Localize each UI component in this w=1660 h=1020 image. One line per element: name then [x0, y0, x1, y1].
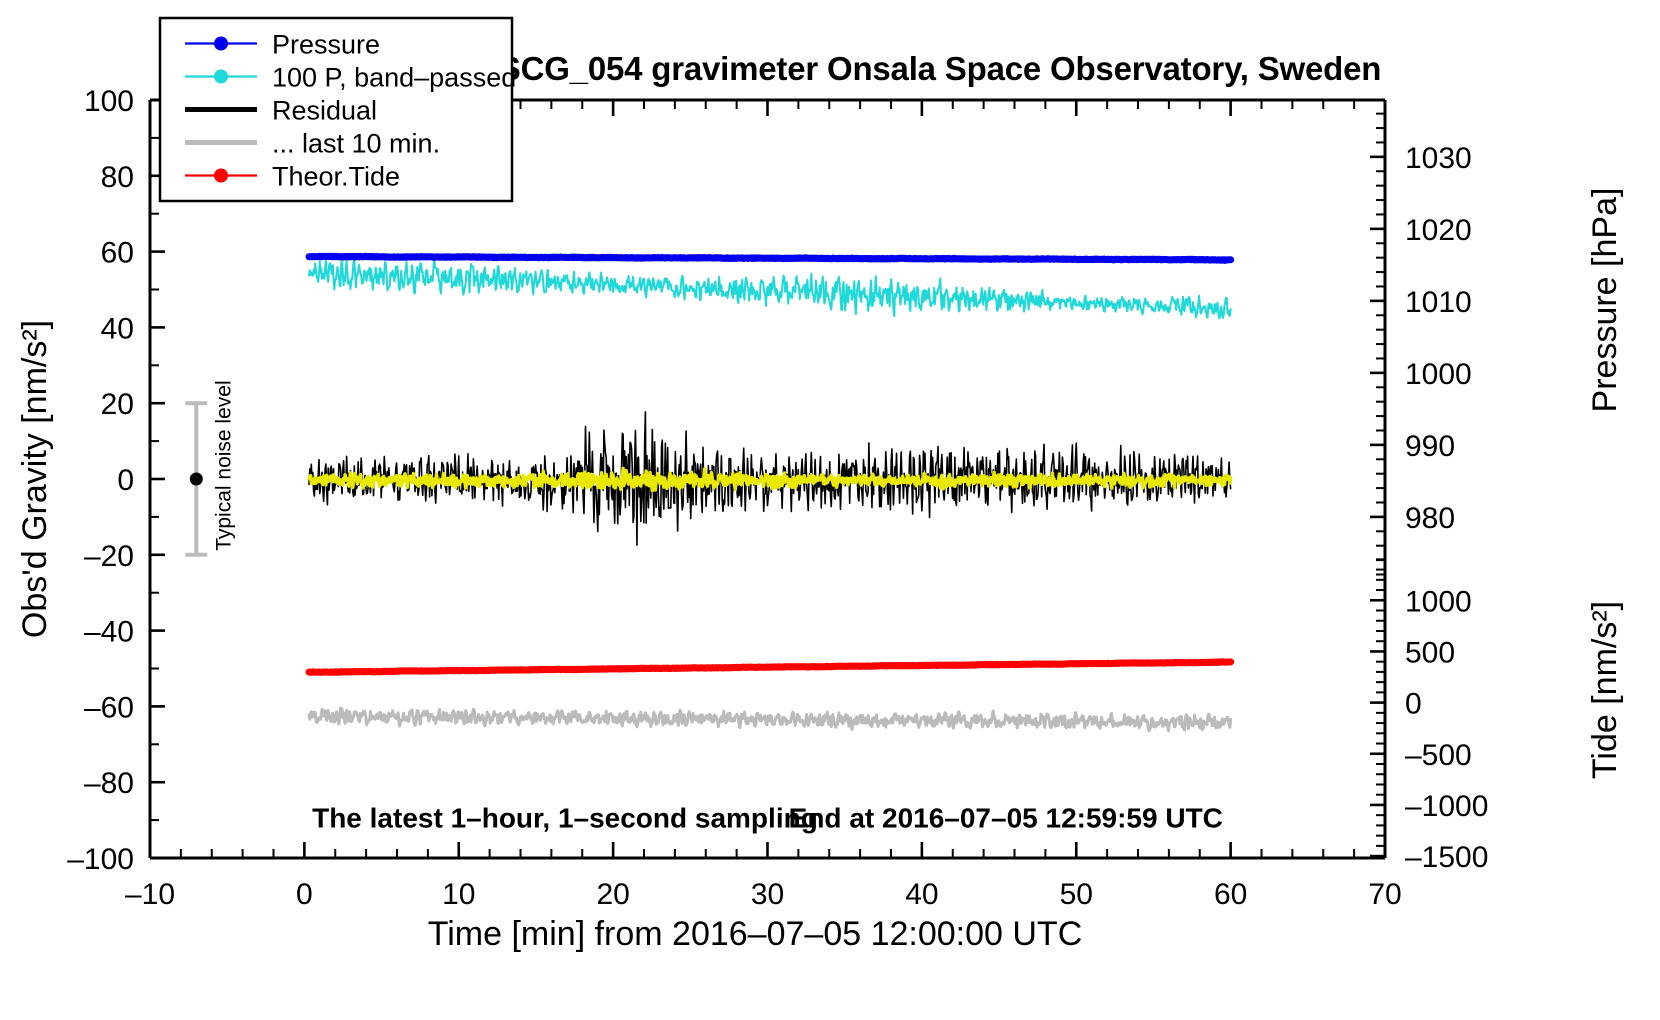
tide-axis-tick-label: 500 — [1405, 636, 1455, 669]
legend-swatch-marker — [214, 36, 228, 51]
legend-entry-residual[interactable]: Residual — [185, 96, 377, 126]
pressure-axis-tick-label: 980 — [1405, 502, 1455, 535]
legend-label: Pressure — [272, 30, 380, 60]
x-tick-label: 40 — [905, 878, 938, 911]
legend-label: ... last 10 min. — [272, 129, 440, 159]
tide-axis-tick-label: –500 — [1405, 739, 1472, 772]
x-tick-label: 20 — [596, 878, 629, 911]
legend-label: Residual — [272, 96, 377, 126]
x-tick-label: 10 — [442, 878, 475, 911]
series-line-last-10-min — [307, 706, 1233, 733]
y-tick-label-left: –100 — [67, 843, 134, 876]
pressure-axis-tick-label: 1000 — [1405, 358, 1472, 391]
legend-entry-theor-tide[interactable]: Theor.Tide — [185, 162, 400, 192]
legend-entry-pressure[interactable]: Pressure — [185, 30, 380, 60]
x-tick-label: 30 — [751, 878, 784, 911]
tide-axis-tick-label: 1000 — [1405, 585, 1472, 618]
x-tick-label: 60 — [1214, 878, 1247, 911]
y-tick-label-left: 60 — [101, 237, 134, 270]
x-tick-label: 70 — [1368, 878, 1401, 911]
tide-axis-tick-label: 0 — [1405, 688, 1422, 721]
y-axis-title-right-pressure: Pressure [hPa] — [1586, 188, 1624, 413]
y-tick-label-left: 100 — [84, 85, 134, 118]
y-tick-label-left: 40 — [101, 312, 134, 345]
plot-annotations: The latest 1–hour, 1–second samplingEnd … — [312, 803, 1223, 834]
x-axis-title: Time [min] from 2016–07–05 12:00:00 UTC — [428, 915, 1083, 953]
y-tick-label-left: 0 — [117, 464, 134, 497]
legend-swatch-marker — [214, 69, 228, 84]
y-tick-label-left: –40 — [84, 616, 134, 649]
y-axis-title-right-tide: Tide [nm/s²] — [1586, 601, 1624, 779]
legend-swatch-marker — [214, 168, 228, 183]
y-tick-label-left: –20 — [84, 540, 134, 573]
x-tick-label: 50 — [1060, 878, 1093, 911]
pressure-axis-tick-label: 990 — [1405, 430, 1455, 463]
series-line-residual-smoothed-yellow — [307, 466, 1233, 493]
noise-center-dot — [189, 472, 203, 486]
y-tick-label-left: –60 — [84, 691, 134, 724]
series-line-residual — [308, 411, 1232, 546]
y-tick-label-left: 80 — [101, 161, 134, 194]
series-line-pressure — [305, 252, 1235, 264]
pressure-axis-tick-label: 1010 — [1405, 286, 1472, 319]
data-traces — [305, 252, 1235, 733]
x-tick-label: –10 — [125, 878, 175, 911]
tide-axis-tick-label: –1000 — [1405, 790, 1488, 823]
x-tick-label: 0 — [296, 878, 313, 911]
typical-noise-level-indicator: Typical noise level — [185, 380, 235, 557]
legend-label: Theor.Tide — [272, 162, 400, 192]
y-tick-label-left: 20 — [101, 388, 134, 421]
tide-axis-tick-label: –1500 — [1405, 841, 1488, 874]
pressure-axis-tick-label: 1020 — [1405, 214, 1472, 247]
chart-title: SCG_054 gravimeter Onsala Space Observat… — [499, 50, 1381, 87]
y-tick-label-left: –80 — [84, 767, 134, 800]
series-line-theor-tide — [305, 658, 1235, 676]
legend-entry-last-10-min[interactable]: ... last 10 min. — [185, 129, 440, 159]
end-time-note: End at 2016–07–05 12:59:59 UTC — [789, 803, 1223, 834]
legend-entry-100-p-band-passed[interactable]: 100 P, band–passed — [185, 63, 516, 93]
pressure-axis-tick-label: 1030 — [1405, 142, 1472, 175]
y-axis-title-left: Obs'd Gravity [nm/s²] — [16, 320, 54, 638]
series-line-100-p-band-passed — [308, 254, 1232, 320]
sampling-note: The latest 1–hour, 1–second sampling — [312, 803, 818, 834]
noise-level-label: Typical noise level — [212, 380, 235, 550]
legend-label: 100 P, band–passed — [272, 63, 516, 93]
